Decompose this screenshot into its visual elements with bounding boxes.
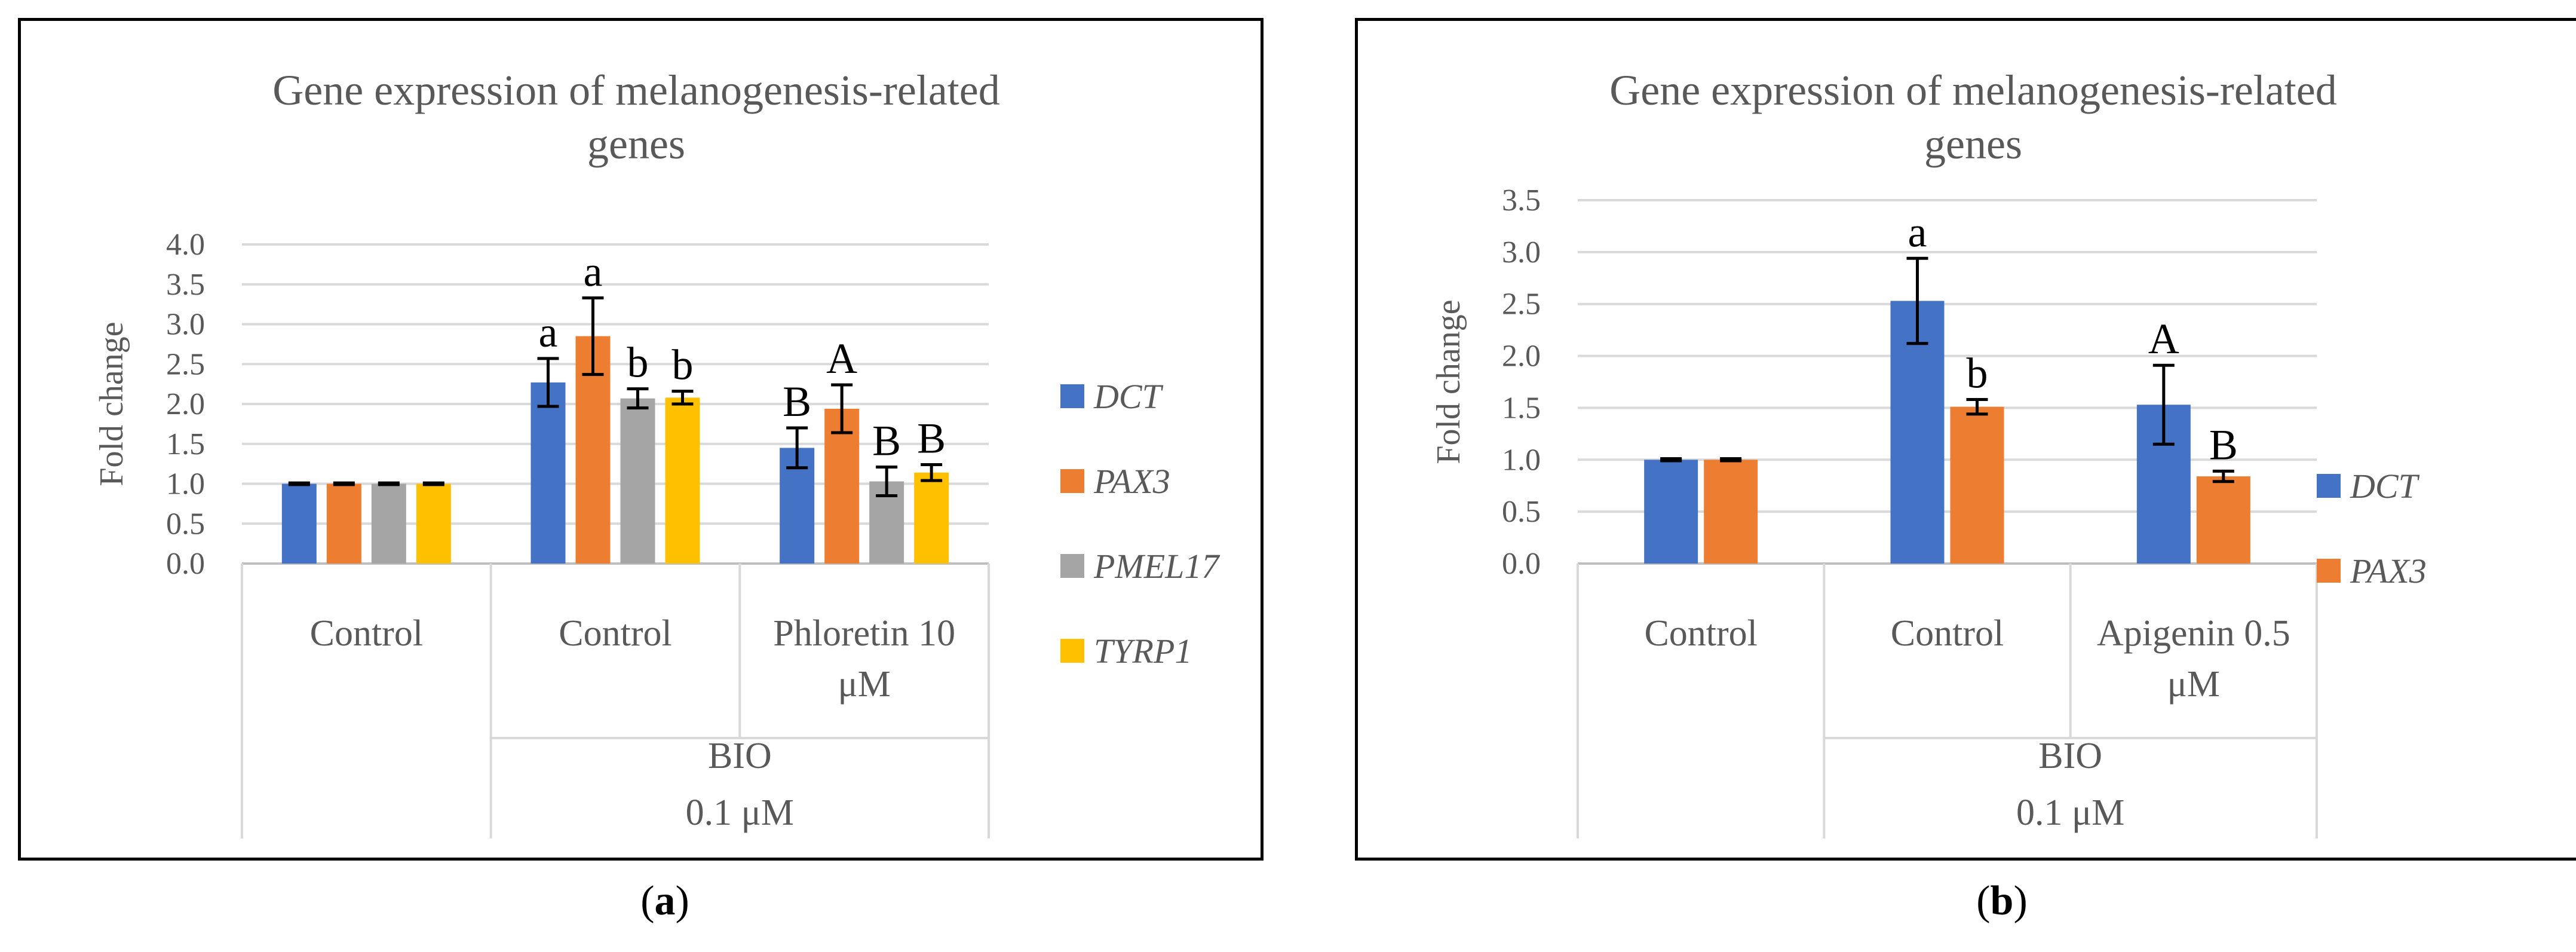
category-label: Control bbox=[1891, 613, 2004, 654]
significance-letter: b bbox=[1967, 350, 1988, 397]
chart-title-line: Gene expression of melanogenesis-related bbox=[272, 66, 1000, 114]
y-tick-label: 0.0 bbox=[166, 547, 205, 581]
legend-swatch-pax3 bbox=[2317, 559, 2341, 583]
y-tick-label: 4.0 bbox=[166, 228, 205, 262]
bar-dct bbox=[1644, 460, 1698, 564]
legend-label: PMEL17 bbox=[1093, 547, 1220, 586]
panel-caption-b: (b) bbox=[1976, 878, 2028, 924]
chart-panel-a: Gene expression of melanogenesis-related… bbox=[18, 18, 1264, 861]
chart-panel-b: Gene expression of melanogenesis-related… bbox=[1355, 18, 2576, 861]
bar-dct bbox=[281, 483, 317, 564]
bar-pmel17 bbox=[371, 483, 406, 564]
bar-pax3 bbox=[1950, 406, 2004, 564]
significance-letter: A bbox=[2148, 315, 2179, 363]
legend-label: TYRP1 bbox=[1094, 632, 1192, 671]
bar-pax3 bbox=[1704, 460, 1758, 564]
y-axis-label: Fold change bbox=[1430, 299, 1467, 464]
significance-letter: a bbox=[584, 247, 603, 295]
legend-swatch-dct bbox=[1060, 384, 1084, 408]
group-label: 0.1 μM bbox=[686, 792, 794, 833]
bar-tyrp1 bbox=[914, 472, 949, 564]
bar-tyrp1 bbox=[416, 483, 451, 564]
significance-letter: B bbox=[2209, 421, 2238, 469]
bar-pax3 bbox=[326, 483, 361, 564]
category-label: Control bbox=[1644, 613, 1757, 654]
chart-b-svg: Gene expression of melanogenesis-related… bbox=[1430, 66, 2427, 838]
y-axis-label: Fold change bbox=[93, 322, 130, 486]
chart-a-svg: Gene expression of melanogenesis-related… bbox=[93, 66, 1220, 838]
y-tick-label: 1.0 bbox=[166, 467, 205, 501]
group-label: BIO bbox=[708, 736, 772, 776]
bar-tyrp1 bbox=[665, 397, 700, 564]
y-tick-label: 3.5 bbox=[1502, 183, 1541, 218]
y-tick-label: 0.5 bbox=[166, 507, 205, 541]
category-label: μM bbox=[2167, 664, 2220, 705]
chart-title-line: Gene expression of melanogenesis-related bbox=[1609, 66, 2337, 114]
legend-label: DCT bbox=[2350, 467, 2420, 506]
y-tick-label: 0.5 bbox=[1502, 495, 1541, 529]
group-label: 0.1 μM bbox=[2016, 792, 2124, 833]
group-label: BIO bbox=[2038, 736, 2102, 776]
category-label: μM bbox=[838, 664, 890, 705]
significance-letter: A bbox=[826, 335, 857, 382]
bar-dct bbox=[530, 382, 566, 564]
legend-swatch-pax3 bbox=[1060, 469, 1084, 493]
bar-pax3 bbox=[824, 409, 860, 564]
y-tick-label: 3.0 bbox=[166, 308, 205, 342]
y-tick-label: 1.5 bbox=[1502, 391, 1541, 425]
category-label: Phloretin 10 bbox=[773, 613, 955, 654]
legend-label: DCT bbox=[1093, 377, 1164, 416]
category-label: Control bbox=[310, 613, 423, 654]
legend-label: PAX3 bbox=[1093, 462, 1170, 501]
chart-title-line: genes bbox=[587, 120, 685, 168]
legend-label: PAX3 bbox=[2350, 552, 2427, 590]
y-tick-label: 3.0 bbox=[1502, 235, 1541, 270]
significance-letter: a bbox=[539, 308, 558, 356]
significance-letter: b bbox=[672, 341, 694, 389]
y-tick-label: 0.0 bbox=[1502, 547, 1541, 581]
legend-swatch-pmel17 bbox=[1060, 554, 1084, 578]
significance-letter: a bbox=[1908, 208, 1927, 256]
significance-letter: b bbox=[627, 339, 649, 387]
bar-pmel17 bbox=[620, 398, 655, 564]
significance-letter: B bbox=[783, 378, 811, 426]
y-tick-label: 2.0 bbox=[1502, 339, 1541, 374]
category-label: Control bbox=[559, 613, 671, 654]
y-tick-label: 1.5 bbox=[166, 427, 205, 461]
y-tick-label: 2.5 bbox=[166, 347, 205, 381]
chart-title-line: genes bbox=[1924, 120, 2022, 168]
legend-swatch-dct bbox=[2317, 474, 2341, 498]
y-tick-label: 1.0 bbox=[1502, 443, 1541, 477]
y-tick-label: 3.5 bbox=[166, 268, 205, 302]
y-tick-label: 2.5 bbox=[1502, 287, 1541, 322]
significance-letter: B bbox=[917, 414, 946, 462]
panel-caption-a: (a) bbox=[640, 878, 689, 924]
category-label: Apigenin 0.5 bbox=[2097, 613, 2290, 654]
y-tick-label: 2.0 bbox=[166, 387, 205, 421]
significance-letter: B bbox=[872, 417, 901, 464]
bar-pax3 bbox=[2196, 476, 2250, 564]
legend-swatch-tyrp1 bbox=[1060, 639, 1084, 663]
